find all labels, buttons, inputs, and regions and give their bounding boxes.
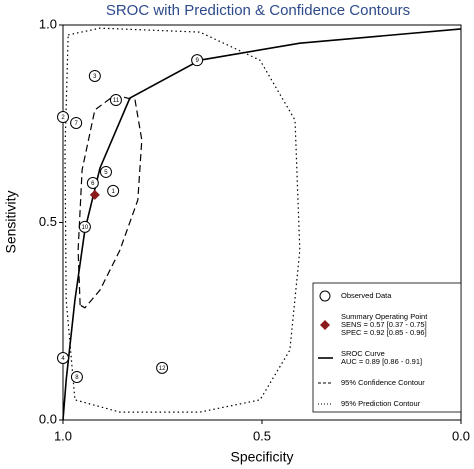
x-tick-label: 1.0: [54, 428, 72, 443]
legend-symbol: [319, 290, 331, 302]
line-dotted: [64, 27, 301, 413]
y-tick-label: 0.5: [39, 214, 57, 229]
data-point: [107, 184, 120, 197]
data-point: [57, 351, 69, 364]
point-label: 7: [74, 121, 78, 127]
legend-detail: SPEC = 0.92 [0.85 - 0.96]: [341, 328, 427, 337]
x-tick-label: 0.5: [253, 428, 271, 443]
y-tick-label: 0.0: [39, 411, 57, 426]
data-point: [57, 111, 69, 124]
x-axis-label: Specificity: [230, 449, 293, 465]
point-label: 8: [75, 375, 79, 381]
point-label: 11: [113, 98, 120, 104]
legend-box: [312, 282, 462, 413]
data-point: [99, 165, 112, 178]
legend-symbol: [320, 320, 330, 330]
legend-label: 95% Confidence Contour: [341, 378, 425, 387]
data-point: [86, 177, 99, 189]
point-label: 3: [93, 74, 97, 80]
legend-label: 95% Prediction Contour: [341, 399, 421, 408]
data-point: [78, 220, 91, 233]
point-label: 5: [104, 170, 108, 176]
summary-point: [89, 189, 100, 200]
data-point: [191, 54, 204, 67]
data-point: [88, 69, 101, 82]
point-label: 12: [159, 366, 166, 372]
point-label: 4: [61, 356, 65, 362]
data-point: [156, 361, 169, 374]
x-tick-label: 0.0: [452, 428, 470, 443]
point-label: 10: [82, 225, 89, 231]
line-dashed: [77, 94, 143, 309]
y-axis-label: Sensitivity: [3, 190, 19, 253]
point-label: 1: [111, 189, 115, 195]
data-point: [70, 370, 83, 383]
point-label: 2: [61, 115, 65, 121]
y-tick-label: 1.0: [39, 16, 57, 31]
legend-label: Observed Data: [341, 291, 392, 300]
data-point: [109, 94, 122, 107]
point-label: 9: [195, 58, 199, 64]
legend-detail: AUC = 0.89 [0.86 - 0.91]: [341, 357, 422, 366]
data-point: [70, 116, 83, 129]
chart-title: SROC with Prediction & Confidence Contou…: [106, 2, 410, 19]
legend-detail: SENS = 0.57 [0.37 - 0.75]: [341, 320, 427, 329]
point-label: 6: [91, 181, 95, 187]
legend-label: Summary Operating Point: [341, 312, 428, 321]
legend-label: SROC Curve: [341, 349, 385, 358]
line-solid: [62, 28, 462, 421]
